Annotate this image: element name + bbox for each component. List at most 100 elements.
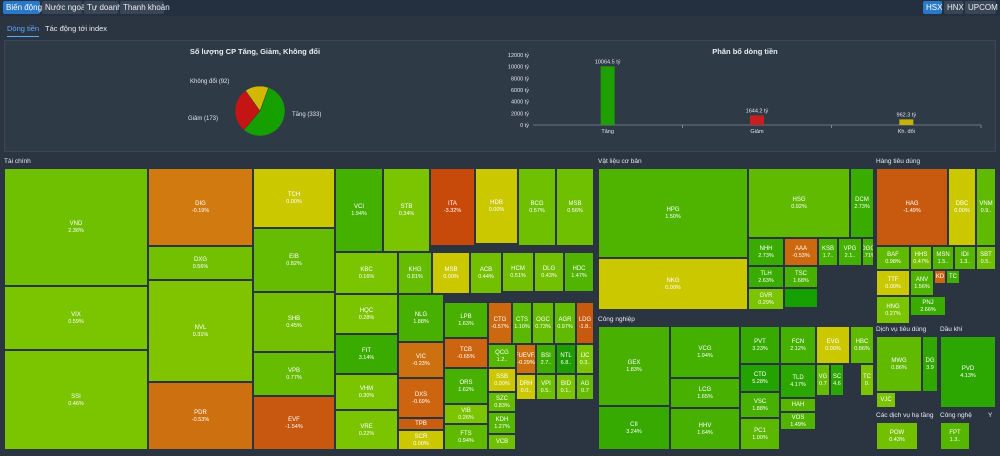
treemap-cell[interactable]: TCB -0.65% [444, 338, 488, 368]
treemap-cell[interactable]: NTL 6.8.. [556, 344, 576, 374]
treemap-cell[interactable]: KDH 1.27% [488, 412, 516, 434]
treemap-cell[interactable]: HCM 0.51% [502, 252, 534, 292]
treemap-cell[interactable]: HAH [780, 398, 816, 412]
treemap-cell[interactable]: VCB [488, 434, 516, 450]
exchange-hsx[interactable]: HSX [923, 1, 942, 14]
treemap-cell[interactable]: FTS 0.94% [444, 424, 488, 450]
treemap-cell[interactable]: TCH 0.00% [253, 168, 335, 228]
treemap-cell[interactable]: DGC1.71% [862, 238, 874, 266]
treemap-cell[interactable]: MSB 0.00% [432, 252, 470, 294]
treemap-cell[interactable]: EVG 0.00% [816, 326, 850, 364]
treemap-cell[interactable]: VNM 0.9.. [976, 168, 996, 246]
treemap-cell[interactable]: SSI 0.46% [4, 350, 148, 450]
treemap-cell[interactable]: SBT 0.5.. [976, 246, 996, 270]
treemap-cell[interactable]: ITA -3.32% [430, 168, 475, 246]
treemap-cell[interactable]: SHB 0.45% [253, 292, 335, 352]
treemap-cell[interactable]: FPT 1.3.. [940, 422, 970, 450]
treemap-cell[interactable]: VHM 0.30% [335, 374, 398, 410]
treemap-cell[interactable]: VSC 1.88% [740, 392, 780, 418]
tab-nuoc-ngoai[interactable]: Nước ngoài [42, 1, 87, 14]
treemap-cell[interactable]: TC 0. [860, 364, 874, 396]
treemap-cell[interactable]: MSB 0.56% [556, 168, 594, 246]
treemap-cell[interactable]: VIB 0.26% [444, 404, 488, 424]
treemap-cell[interactable]: NVL 0.31% [148, 280, 253, 382]
treemap-cell[interactable]: VOS 1.49% [780, 412, 816, 430]
treemap-cell[interactable]: TTF 0.00% [876, 270, 910, 296]
exchange-hnx[interactable]: HNX [944, 1, 964, 14]
treemap-cell[interactable]: HHV 1.64% [670, 408, 740, 450]
treemap-cell[interactable]: ACB 0.44% [470, 252, 502, 294]
treemap-cell[interactable]: SCR 0.00% [398, 430, 444, 450]
treemap-cell[interactable]: HDC 1.47% [564, 252, 594, 292]
treemap-cell[interactable]: SSB 0.00% [488, 368, 516, 392]
treemap-cell[interactable]: MSN 1.5.. [932, 246, 954, 270]
treemap-cell[interactable]: TLD 4.17% [780, 364, 816, 398]
treemap-cell[interactable]: FIT 3.14% [335, 334, 398, 374]
treemap-cell[interactable]: VPI 0.5.. [536, 374, 556, 400]
treemap-cell[interactable]: IDI 1.3.. [954, 246, 976, 270]
treemap-cell[interactable] [784, 288, 818, 308]
treemap-cell[interactable]: ORS 1.62% [444, 368, 488, 404]
treemap-cell[interactable]: QCG 1.2.. [488, 344, 516, 368]
treemap-cell[interactable]: HNG 0.27% [876, 296, 910, 324]
treemap-cell[interactable]: AAA -0.53% [784, 238, 818, 266]
treemap-cell[interactable]: STB 0.34% [383, 168, 430, 252]
treemap-cell[interactable]: KBC 0.16% [335, 252, 398, 294]
treemap-cell[interactable]: HQC 0.28% [335, 294, 398, 334]
treemap-cell[interactable]: HPG 1.50% [598, 168, 748, 258]
treemap-cell[interactable]: BCG 0.57% [518, 168, 556, 246]
tab-thanh-khoan[interactable]: Thanh khoản [120, 1, 170, 14]
treemap-cell[interactable]: HBC 0.86% [850, 326, 874, 364]
treemap-cell[interactable]: CTD 5.28% [740, 364, 780, 392]
treemap-cell[interactable]: VCG 1.94% [670, 326, 740, 378]
treemap-cell[interactable]: VND 2.36% [4, 168, 148, 286]
treemap-cell[interactable]: KHG 0.81% [398, 252, 432, 294]
treemap-cell[interactable]: LCG 1.65% [670, 378, 740, 408]
exchange-upcom[interactable]: UPCOM [965, 1, 998, 14]
treemap-cell[interactable]: VPG 2.1.. [838, 238, 862, 266]
treemap-cell[interactable]: LDG -1.8.. [576, 302, 594, 344]
treemap-cell[interactable]: POW 0.43% [876, 422, 918, 450]
treemap-cell[interactable]: DRH 0.0.. [516, 374, 536, 400]
treemap-cell[interactable]: KSB 1.7.. [818, 238, 838, 266]
treemap-cell[interactable]: DBC 0.00% [948, 168, 976, 246]
treemap-cell[interactable]: VG 0.7 [816, 364, 830, 396]
treemap-cell[interactable]: VCI 1.94% [335, 168, 383, 252]
treemap-cell[interactable]: FUEVF..-0.29% [516, 344, 536, 374]
treemap-cell[interactable]: HHS 0.47% [910, 246, 932, 270]
treemap-cell[interactable]: HDB 0.00% [475, 168, 518, 244]
treemap-cell[interactable]: CTS 1.10% [512, 302, 532, 344]
treemap-cell[interactable]: CTG -0.57% [488, 302, 512, 344]
treemap-cell[interactable]: VPB 0.77% [253, 352, 335, 396]
treemap-cell[interactable]: DIG -0.19% [148, 168, 253, 246]
treemap-cell[interactable]: DG 3.9 [922, 336, 938, 392]
treemap-cell[interactable]: PVD 4.13% [940, 336, 996, 408]
treemap-cell[interactable]: PNJ 2.66% [910, 296, 946, 316]
treemap-cell[interactable]: PVT 3.23% [740, 326, 780, 364]
treemap-cell[interactable]: TSC 1.68% [784, 266, 818, 288]
treemap-cell[interactable]: TLH 2.63% [748, 266, 784, 288]
treemap-cell[interactable]: GEX 1.83% [598, 326, 670, 406]
treemap-cell[interactable]: BID 0.1.. [556, 374, 576, 400]
treemap-cell[interactable]: MWG 0.86% [876, 336, 922, 392]
treemap-cell[interactable]: BSI 2.7.. [536, 344, 556, 374]
treemap-cell[interactable]: LPB 1.63% [444, 302, 488, 338]
treemap-cell[interactable]: DXG 0.56% [148, 246, 253, 280]
tab-dong-tien[interactable]: Dòng tiền [7, 24, 40, 37]
treemap-cell[interactable]: NHH 2.73% [748, 238, 784, 266]
treemap-cell[interactable]: VIX 0.59% [4, 286, 148, 350]
treemap-cell[interactable]: FCN 2.12% [780, 326, 816, 364]
treemap-cell[interactable]: OGC 0.73% [532, 302, 554, 344]
treemap-cell[interactable]: VRE 0.22% [335, 410, 398, 450]
treemap-cell[interactable]: NKG 0.00% [598, 258, 748, 310]
treemap-cell[interactable]: SC 4.6 [830, 364, 844, 396]
treemap-cell[interactable]: KD [934, 270, 946, 284]
treemap-cell[interactable]: HAG -1.49% [876, 168, 948, 246]
treemap-cell[interactable]: AG 0.7 [576, 374, 594, 400]
treemap-cell[interactable]: CII 3.24% [598, 406, 670, 450]
treemap-cell[interactable]: BAF 0.98% [876, 246, 910, 270]
treemap-cell[interactable]: IJC 0.3.. [576, 344, 594, 374]
treemap-cell[interactable]: NLG 1.88% [398, 294, 444, 342]
treemap-cell[interactable]: GVR 0.29% [748, 288, 784, 310]
treemap-cell[interactable]: EVF -1.54% [253, 396, 335, 450]
